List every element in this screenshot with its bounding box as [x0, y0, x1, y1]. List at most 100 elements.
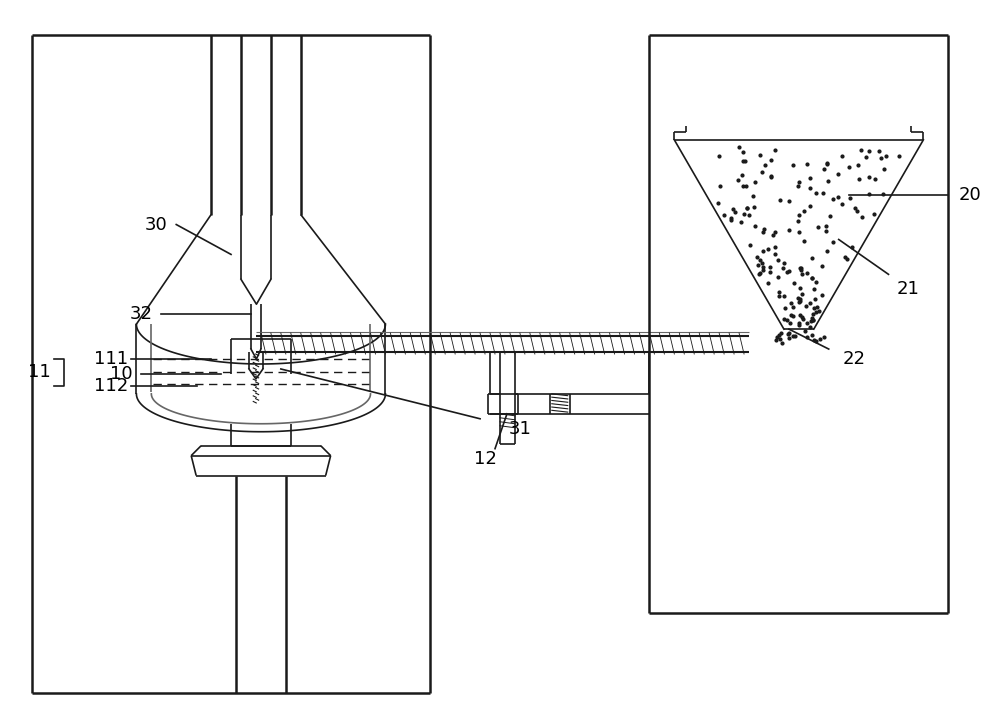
Point: [727, 206, 743, 218]
Point: [847, 202, 863, 214]
Point: [755, 264, 771, 275]
Point: [822, 211, 838, 222]
Point: [739, 203, 755, 214]
Point: [858, 151, 874, 163]
Text: 22: 22: [842, 350, 865, 368]
Point: [751, 268, 767, 279]
Point: [866, 208, 882, 219]
Point: [837, 251, 853, 263]
Text: 31: 31: [508, 420, 531, 438]
Point: [779, 313, 795, 325]
Point: [794, 311, 810, 323]
Text: 10: 10: [110, 365, 133, 383]
Point: [802, 182, 818, 193]
Point: [867, 174, 883, 185]
Point: [783, 309, 799, 321]
Point: [749, 251, 765, 263]
Point: [762, 266, 778, 278]
Point: [816, 164, 832, 175]
Point: [793, 263, 809, 274]
Point: [792, 262, 808, 274]
Point: [878, 150, 894, 161]
Point: [806, 302, 822, 313]
Point: [770, 271, 786, 282]
Point: [716, 210, 732, 222]
Point: [754, 166, 770, 177]
Point: [752, 267, 768, 279]
Point: [804, 312, 820, 324]
Point: [785, 302, 801, 313]
Point: [734, 169, 750, 181]
Point: [745, 190, 761, 202]
Point: [802, 172, 818, 183]
Text: 21: 21: [897, 280, 920, 298]
Point: [830, 169, 846, 180]
Point: [834, 198, 850, 209]
Point: [712, 180, 728, 192]
Point: [767, 241, 783, 253]
Point: [781, 195, 797, 207]
Point: [799, 267, 815, 279]
Point: [793, 264, 809, 275]
Point: [861, 172, 877, 183]
Text: 11: 11: [28, 363, 51, 381]
Point: [711, 151, 727, 162]
Point: [783, 297, 799, 308]
Point: [804, 272, 820, 284]
Point: [742, 240, 758, 251]
Point: [747, 176, 763, 188]
Point: [779, 266, 795, 277]
Point: [809, 302, 825, 313]
Point: [790, 215, 806, 227]
Point: [790, 180, 806, 192]
Point: [730, 174, 746, 186]
Text: 111: 111: [94, 350, 129, 368]
Point: [756, 224, 772, 235]
Point: [814, 290, 830, 301]
Point: [771, 290, 787, 302]
Point: [747, 220, 763, 232]
Point: [798, 300, 814, 312]
Point: [785, 311, 801, 322]
Point: [770, 254, 786, 266]
Text: 30: 30: [145, 216, 168, 234]
Point: [808, 276, 824, 287]
Point: [815, 188, 831, 199]
Point: [841, 161, 857, 172]
Point: [760, 243, 776, 255]
Point: [803, 316, 819, 327]
Point: [794, 288, 810, 300]
Point: [871, 146, 887, 157]
Point: [772, 195, 788, 206]
Point: [755, 261, 771, 273]
Point: [786, 277, 802, 289]
Point: [763, 171, 779, 182]
Point: [791, 227, 807, 238]
Point: [808, 187, 824, 198]
Point: [733, 216, 749, 228]
Point: [781, 224, 797, 236]
Point: [735, 156, 751, 167]
Point: [807, 293, 823, 305]
Point: [746, 201, 762, 213]
Point: [805, 308, 821, 319]
Point: [736, 209, 752, 220]
Point: [762, 261, 778, 272]
Point: [834, 151, 850, 162]
Point: [735, 180, 751, 191]
Text: 12: 12: [474, 450, 496, 468]
Point: [810, 222, 826, 233]
Point: [802, 297, 818, 308]
Point: [782, 317, 798, 329]
Point: [861, 188, 877, 200]
Point: [760, 277, 776, 289]
Point: [725, 203, 741, 215]
Point: [792, 309, 808, 321]
Point: [752, 149, 768, 161]
Point: [776, 313, 792, 324]
Point: [830, 192, 846, 203]
Point: [805, 315, 821, 327]
Point: [792, 282, 808, 294]
Point: [825, 237, 841, 248]
Point: [804, 272, 820, 284]
